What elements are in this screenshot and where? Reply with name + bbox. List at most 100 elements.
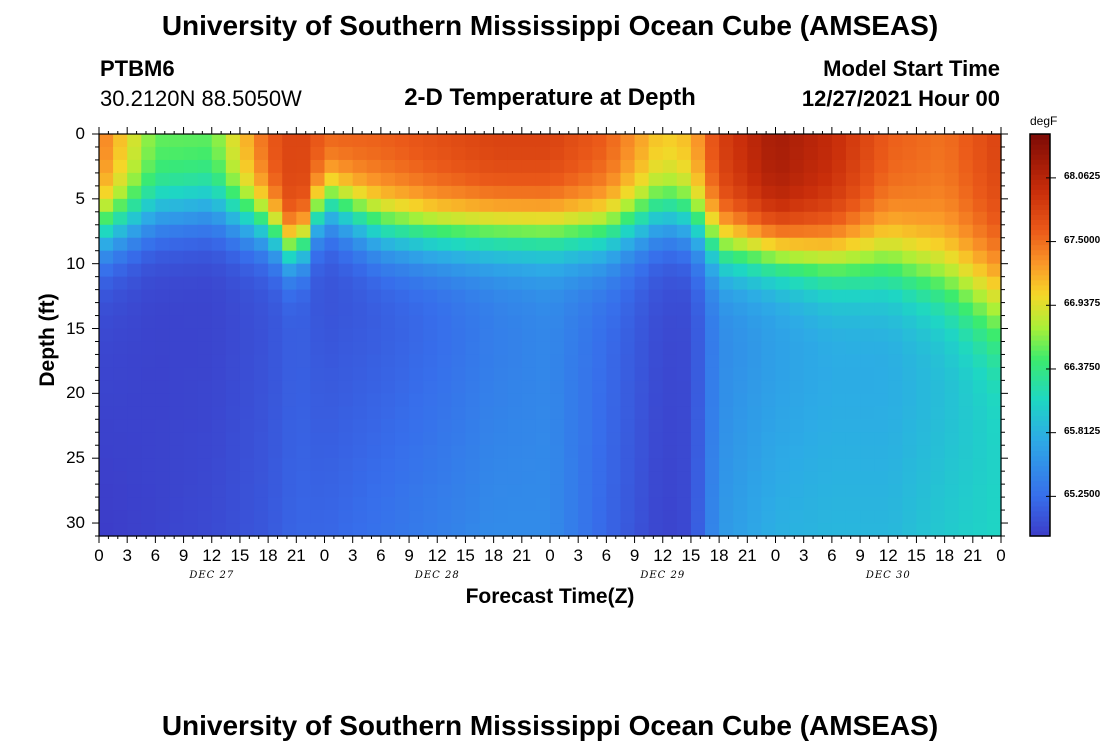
heatmap-cell [493, 134, 509, 148]
heatmap-cell [733, 341, 748, 356]
heatmap-cell [366, 419, 382, 433]
heatmap-cell [225, 380, 241, 394]
heatmap-cell [719, 484, 734, 498]
heatmap-cell [972, 224, 988, 239]
heatmap-cell [845, 134, 861, 148]
heatmap-cell [282, 302, 297, 317]
heatmap-cell [705, 315, 720, 330]
heatmap-cell [747, 289, 762, 304]
colorbar-swatch [1030, 470, 1050, 477]
heatmap-cell [493, 445, 509, 459]
heatmap-cell [380, 380, 396, 394]
heatmap-cell [676, 367, 692, 381]
heatmap-cell [352, 419, 368, 433]
colorbar-swatch [1030, 390, 1050, 396]
heatmap-cell [620, 419, 636, 433]
heatmap-cell [521, 380, 537, 394]
heatmap-cell [113, 445, 128, 459]
heatmap-cell [930, 445, 946, 459]
heatmap-cell [930, 367, 946, 381]
heatmap-cell [986, 263, 1002, 278]
heatmap-cell [493, 237, 509, 252]
heatmap-cell [986, 471, 1002, 485]
heatmap-cell [648, 354, 664, 369]
heatmap-cell [324, 406, 340, 420]
heatmap-cell [578, 289, 593, 304]
heatmap-cell [986, 276, 1002, 291]
heatmap-cell [831, 302, 847, 317]
heatmap-cell [113, 146, 128, 161]
heatmap-cell [507, 315, 523, 330]
heatmap-cell [578, 523, 593, 537]
heatmap-cell [986, 198, 1002, 213]
heatmap-cell [620, 406, 636, 420]
heatmap-cell [409, 315, 424, 330]
heatmap-cell [211, 419, 227, 433]
heatmap-cell [507, 159, 523, 174]
heatmap-cell [831, 380, 847, 394]
heatmap-cell [733, 445, 748, 459]
heatmap-cell [324, 289, 340, 304]
heatmap-cell [733, 419, 748, 433]
heatmap-cell [676, 146, 692, 161]
heatmap-cell [409, 445, 424, 459]
heatmap-cell [592, 354, 607, 369]
colorbar [1029, 133, 1056, 537]
x-tick-label: 9 [629, 546, 640, 565]
heatmap-cell [690, 367, 706, 381]
colorbar-tick-label: 66.9375 [1064, 298, 1100, 310]
heatmap-cell [423, 289, 438, 304]
heatmap-cell [521, 445, 537, 459]
heatmap-cell [394, 393, 410, 407]
colorbar-swatch [1030, 455, 1050, 462]
heatmap-cell [535, 419, 551, 433]
heatmap-cell [169, 458, 185, 472]
heatmap-cell [521, 172, 537, 187]
heatmap-cell [141, 393, 156, 407]
heatmap-cell [99, 159, 114, 174]
heatmap-cell [394, 354, 410, 369]
heatmap-cell [437, 419, 452, 433]
heatmap-cell [127, 289, 142, 304]
heatmap-cell [437, 393, 452, 407]
heatmap-cell [535, 432, 551, 446]
heatmap-cell [535, 289, 551, 304]
heatmap-cell [972, 419, 988, 433]
heatmap-cell [860, 315, 875, 330]
heatmap-cell [803, 289, 819, 304]
heatmap-cell [676, 198, 692, 213]
heatmap-cell [578, 380, 593, 394]
x-tick-label: 21 [963, 546, 983, 565]
heatmap-cell [606, 341, 622, 356]
heatmap-cell [141, 367, 156, 381]
heatmap-cell [437, 523, 452, 537]
heatmap-cell [958, 523, 974, 537]
heatmap-cell [944, 211, 960, 226]
heatmap-cell [507, 237, 523, 252]
heatmap-cell [113, 419, 128, 433]
heatmap-cell [310, 419, 326, 433]
heatmap-cell [944, 134, 960, 148]
heatmap-cell [958, 315, 974, 330]
heatmap-cell [451, 484, 467, 498]
heatmap-cell [690, 510, 706, 524]
heatmap-cell [99, 276, 114, 291]
heatmap-cell [550, 224, 565, 239]
heatmap-cell [916, 224, 932, 239]
heatmap-cell [535, 146, 551, 161]
heatmap-cell [183, 134, 199, 148]
heatmap-cell [211, 393, 227, 407]
heatmap-cell [338, 380, 354, 394]
heatmap-cell [747, 276, 762, 291]
heatmap-cell [634, 510, 650, 524]
heatmap-cell [451, 263, 467, 278]
heatmap-cell [550, 380, 565, 394]
heatmap-cell [437, 328, 452, 343]
heatmap-cell [550, 419, 565, 433]
heatmap-cell [310, 172, 326, 187]
heatmap-cell [282, 471, 297, 485]
heatmap-cell [578, 172, 593, 187]
heatmap-cell [648, 432, 664, 446]
heatmap-cell [324, 276, 340, 291]
heatmap-cell [493, 250, 509, 265]
